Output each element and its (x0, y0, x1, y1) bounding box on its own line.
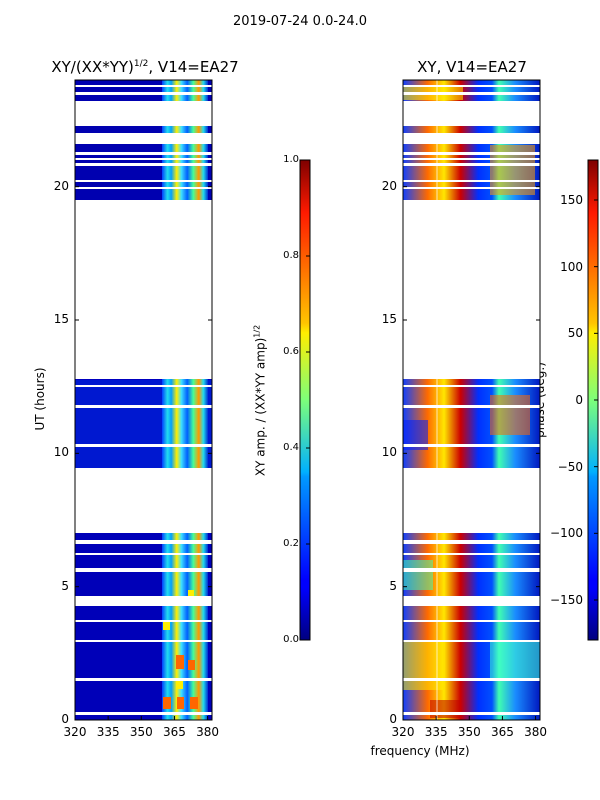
xtick-label: 320 (63, 725, 87, 739)
phase-cb-tick-label: −50 (557, 459, 583, 474)
phase-cb-tick-label: 150 (560, 193, 583, 207)
amp-axes-frame (74, 79, 213, 721)
xtick-label: 380 (196, 725, 220, 739)
phase-cb-tick-label: 100 (560, 259, 583, 274)
xtick-label: 335 (96, 725, 120, 739)
right-xlabel: frequency (MHz) (370, 744, 470, 758)
amp-cb-tick-label: 0.6 (283, 346, 299, 357)
tick-marks (74, 159, 598, 721)
phase-cb-tick-label: −100 (550, 526, 583, 541)
phase-heatmap (403, 80, 540, 720)
ytick-label: 5 (389, 578, 397, 593)
ytick-label: 20 (53, 178, 69, 193)
amp-hot-spots (163, 655, 198, 709)
xtick-label: 380 (524, 725, 548, 739)
xtick-label: 350 (129, 725, 153, 739)
ytick-label: 5 (61, 578, 69, 593)
phase-axes-frame (402, 79, 541, 721)
amp-gaps (75, 85, 212, 715)
right-panel-title: XY, V14=EA27 (417, 58, 527, 76)
amp-colorbar (299, 159, 311, 641)
phase-cb-tick-label: 0 (575, 393, 583, 407)
amp-cb-tick-label: 0.0 (283, 634, 299, 645)
amp-cb-tick-label: 0.2 (283, 538, 299, 549)
ytick-label: 0 (389, 712, 397, 726)
left-title-main: XY/(XX*YY) (51, 58, 134, 76)
xtick-label: 365 (162, 725, 186, 739)
xtick-label: 335 (424, 725, 448, 739)
amp-heatmap (75, 80, 212, 720)
ytick-label: 20 (381, 178, 397, 193)
amp-cb-tick-label: 0.8 (283, 250, 299, 261)
ytick-label: 15 (53, 312, 69, 326)
ytick-label: 10 (53, 445, 69, 460)
ytick-label: 0 (61, 712, 69, 726)
ytick-label: 15 (381, 312, 397, 326)
figure-suptitle: 2019-07-24 0.0-24.0 (233, 14, 367, 29)
left-title-sup: 1/2 (133, 59, 149, 69)
left-panel-title: XY/(XX*YY)1/2, V14=EA27 (40, 58, 250, 76)
amp-cb-tick-label: 0.4 (283, 442, 299, 453)
xtick-label: 320 (391, 725, 415, 739)
phase-cb-tick-label: −150 (550, 593, 583, 607)
xtick-label: 365 (490, 725, 514, 739)
amp-band-mid (162, 379, 208, 468)
amp-cb-tick-label: 1.0 (283, 154, 299, 165)
ytick-label: 10 (381, 445, 397, 460)
phase-gaps (403, 85, 540, 715)
amp-warm-spots (163, 590, 194, 689)
left-title-suffix: , V14=EA27 (148, 58, 239, 76)
phase-cb-tick-label: 50 (567, 326, 583, 341)
xtick-label: 350 (457, 725, 481, 739)
